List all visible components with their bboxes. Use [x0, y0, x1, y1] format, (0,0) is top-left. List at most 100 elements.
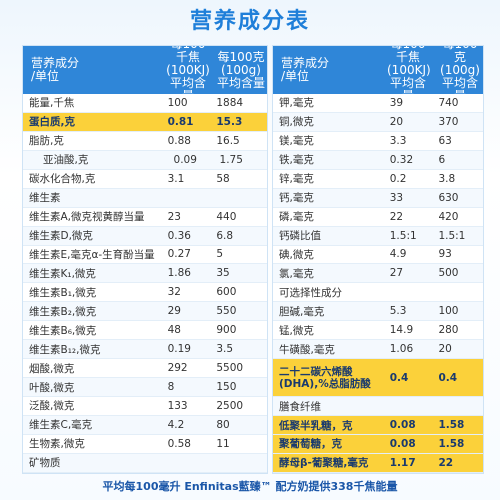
table-row: 钙,毫克 33 630	[273, 188, 483, 208]
table-row: 钾,毫克 39 740	[273, 94, 483, 113]
value-per-100kj: 0.08	[389, 419, 416, 432]
nutrient-name: 碳水化合物,克	[29, 173, 96, 186]
value-per-100g: 1884	[216, 96, 244, 109]
value-per-100g: 900	[216, 324, 237, 337]
value-per-100g: 93	[438, 248, 452, 261]
header-per-100kj: 每100千焦 (100KJ) 平均含量	[387, 46, 431, 103]
table-row: 脂肪,克 0.88 16.5	[23, 131, 267, 151]
value-per-100kj: 292	[167, 362, 188, 375]
page-title: 营养成分表	[189, 9, 310, 34]
value-per-100g: 5500	[216, 362, 244, 375]
value-per-100g: 0.4	[438, 371, 458, 384]
table-row: 聚葡萄糖，克 0.08 1.58	[273, 435, 483, 454]
table-row: 碘,微克 4.9 93	[273, 245, 483, 265]
value-per-100kj: 4.2	[167, 418, 185, 431]
value-per-100kj: 0.2	[389, 172, 407, 185]
nutrient-name: 蛋白质,克	[29, 116, 75, 129]
table-header: 营养成分 /单位 每100千焦 (100KJ) 平均含量 每100克 (100g…	[273, 46, 483, 102]
value-per-100kj: 48	[167, 324, 181, 337]
table-row: 氯,毫克 27 500	[273, 264, 483, 284]
value-per-100g: 80	[216, 418, 230, 431]
nutrient-name: 维生素A,微克视黄醇当量	[29, 211, 145, 224]
value-per-100g: 550	[216, 305, 237, 318]
table-row: 生物素,微克 0.58 11	[23, 434, 267, 454]
nutrient-name: 胆碱,毫克	[279, 305, 325, 318]
value-per-100kj: 5.3	[389, 305, 407, 318]
value-per-100kj: 1.17	[389, 456, 416, 469]
nutrient-name: 铜,微克	[279, 116, 314, 129]
nutrient-name: 泛酸,微克	[29, 400, 75, 413]
nutrient-name: 牛磺酸,毫克	[279, 343, 335, 356]
value-per-100g: 16.5	[216, 134, 240, 147]
value-per-100kj: 23	[167, 210, 181, 223]
nutrient-name: 钙,毫克	[279, 192, 314, 205]
value-per-100kj: 0.81	[167, 115, 194, 128]
nutrient-name: 聚葡萄糖，克	[279, 438, 342, 451]
value-per-100g: 1.75	[219, 153, 243, 166]
value-per-100g: 1.58	[438, 419, 465, 432]
nutrient-name: 烟酸,微克	[29, 362, 75, 375]
value-per-100kj: 29	[167, 305, 181, 318]
nutrient-name: 碘,微克	[279, 248, 314, 261]
value-per-100g: 15.3	[216, 115, 243, 128]
table-row: 镁,毫克 3.3 63	[273, 131, 483, 151]
value-per-100kj: 4.9	[389, 248, 407, 261]
table-row: 泛酸,微克 133 2500	[23, 397, 267, 416]
nutrient-name: 维生素E,毫克α-生育酚当量	[29, 248, 155, 261]
table-row: 二十二碳六烯酸(DHA),%总脂肪酸 0.4 0.4	[273, 359, 483, 398]
header-nutrient: 营养成分 /单位	[281, 56, 330, 83]
table-row: 矿物质	[23, 453, 267, 473]
header-per-100kj: 每100千焦 (100KJ) 平均含量	[166, 46, 210, 103]
table-row: 维生素B₆,微克 48 900	[23, 321, 267, 341]
table-header: 营养成分 /单位 每100千焦 (100KJ) 平均含量 每100克 (100g…	[23, 46, 267, 102]
value-per-100g: 20	[438, 343, 452, 356]
value-per-100g: 630	[438, 191, 459, 204]
table-row: 蛋白质,克 0.81 15.3	[23, 112, 267, 132]
value-per-100g: 11	[216, 437, 230, 450]
table-row: 维生素A,微克视黄醇当量 23 440	[23, 207, 267, 227]
nutrient-name: 生物素,微克	[29, 438, 85, 451]
table-row: 酵母β-葡聚糖,毫克 1.17 22	[273, 453, 483, 473]
value-per-100kj: 8	[167, 381, 175, 394]
table-row: 铁,毫克 0.32 6	[273, 150, 483, 170]
value-per-100g: 740	[438, 96, 459, 109]
value-per-100g: 500	[438, 267, 459, 280]
value-per-100kj: 0.4	[389, 371, 409, 384]
value-per-100g: 2500	[216, 399, 244, 412]
value-per-100kj: 33	[389, 191, 404, 204]
nutrient-name: 镁,毫克	[279, 135, 314, 148]
nutrient-name: 叶酸,微克	[29, 381, 75, 394]
value-per-100kj: 1.06	[389, 343, 414, 356]
value-per-100kj: 39	[389, 96, 404, 109]
header-per-100g: 每100克 (100g) 平均含量	[440, 46, 480, 103]
table-row: 低聚半乳糖，克 0.08 1.58	[273, 416, 483, 435]
nutrition-table-right: 营养成分 /单位 每100千焦 (100KJ) 平均含量 每100克 (100g…	[272, 45, 484, 474]
value-per-100kj: 3.1	[167, 172, 185, 185]
table-row: 钙磷比值 1.5:1 1.5:1	[273, 226, 483, 246]
value-per-100kj: 0.36	[167, 229, 191, 242]
table-row: 膳食纤维	[273, 397, 483, 417]
nutrient-name: 低聚半乳糖，克	[279, 419, 353, 432]
value-per-100g: 5	[216, 248, 224, 261]
energy-footnote: 平均每100毫升 Enfinitas藍臻™ 配方奶提供338千焦能量	[102, 480, 398, 493]
table-row: 维生素	[23, 188, 267, 208]
nutrient-name: 维生素	[29, 192, 61, 205]
table-row: 维生素E,毫克α-生育酚当量 0.27 5	[23, 245, 267, 265]
table-row: 维生素D,微克 0.36 6.8	[23, 226, 267, 246]
nutrient-name: 亚油酸,克	[43, 154, 89, 167]
table-row: 维生素B₁₂,微克 0.19 3.5	[23, 340, 267, 360]
value-per-100g: 150	[216, 381, 237, 394]
value-per-100g: 58	[216, 172, 230, 185]
nutrient-name: 磷,毫克	[279, 211, 314, 224]
nutrient-name: 维生素B₆,微克	[29, 324, 97, 337]
table-row: 钠,毫克12.2230	[23, 472, 267, 473]
nutrient-name: 酵母β-葡聚糖,毫克	[279, 457, 369, 470]
value-per-100kj: 0.58	[167, 437, 191, 450]
nutrient-name: 铁,毫克	[279, 154, 314, 167]
nutrient-name: 锰,微克	[279, 324, 314, 337]
table-row: 可选择性成分	[273, 283, 483, 303]
nutrient-name: 二十二碳六烯酸(DHA),%总脂肪酸	[279, 365, 371, 390]
value-per-100g: 1.58	[438, 437, 465, 450]
nutrient-name: 维生素B₁₂,微克	[29, 343, 101, 356]
nutrient-name: 氯,毫克	[279, 267, 314, 280]
